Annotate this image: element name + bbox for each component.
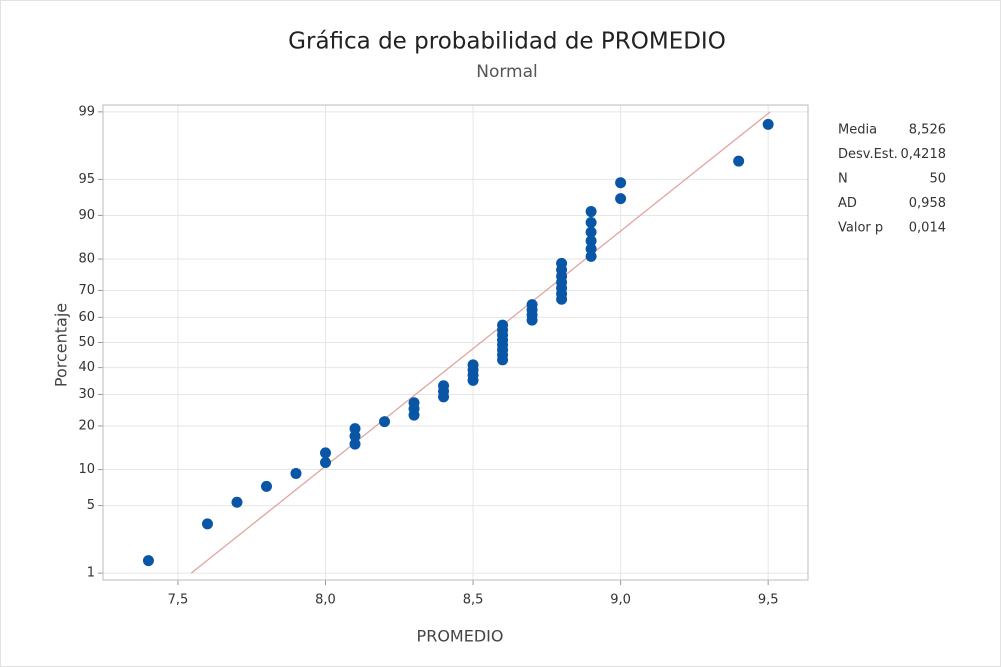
stat-label: N xyxy=(838,172,848,187)
data-point xyxy=(733,155,745,167)
y-tick-label: 50 xyxy=(78,335,95,350)
stat-value: 0,958 xyxy=(909,196,946,211)
stat-value: 50 xyxy=(929,172,946,187)
stat-value: 0,014 xyxy=(909,221,946,236)
data-point xyxy=(615,177,627,189)
data-point xyxy=(349,423,361,435)
data-point xyxy=(497,319,509,331)
y-tick-label: 5 xyxy=(87,498,95,513)
stat-value: 0,4218 xyxy=(901,147,947,162)
data-point xyxy=(585,226,597,238)
data-point xyxy=(556,257,568,269)
y-tick-label: 70 xyxy=(78,283,95,298)
data-point xyxy=(585,206,597,218)
data-point xyxy=(526,299,538,311)
data-point xyxy=(615,193,627,205)
stat-label: AD xyxy=(838,196,857,211)
data-point xyxy=(438,380,450,392)
x-tick-label: 9,5 xyxy=(758,593,779,608)
data-point xyxy=(585,235,597,247)
data-point xyxy=(231,496,243,508)
data-point xyxy=(260,480,272,492)
data-point xyxy=(762,118,774,130)
x-tick-label: 7,5 xyxy=(168,593,189,608)
y-axis-label: Porcentaje xyxy=(52,303,71,387)
data-point xyxy=(585,217,597,229)
data-point xyxy=(585,243,597,255)
fit-line xyxy=(190,111,771,574)
data-point xyxy=(320,447,332,459)
data-point xyxy=(142,555,154,567)
data-point xyxy=(201,518,213,530)
stat-label: Media xyxy=(838,123,877,138)
y-tick-label: 30 xyxy=(78,387,95,402)
stat-label: Desv.Est. xyxy=(838,147,898,162)
plot-border xyxy=(102,104,809,581)
y-tick-label: 60 xyxy=(78,310,95,325)
data-point xyxy=(320,456,332,468)
data-point xyxy=(379,416,391,428)
y-tick-label: 40 xyxy=(78,360,95,375)
x-axis-label: PROMEDIO xyxy=(417,627,504,646)
y-tick-label: 99 xyxy=(78,104,95,119)
y-tick-label: 20 xyxy=(78,418,95,433)
y-tick-label: 10 xyxy=(78,462,95,477)
data-point xyxy=(290,467,302,479)
x-tick-label: 9,0 xyxy=(610,593,631,608)
stat-label: Valor p xyxy=(838,221,883,236)
y-tick-label: 90 xyxy=(78,208,95,223)
stat-value: 8,526 xyxy=(909,123,946,138)
data-point xyxy=(349,438,361,450)
data-point xyxy=(408,397,420,409)
y-tick-label: 95 xyxy=(78,172,95,187)
y-tick-label: 1 xyxy=(87,566,95,581)
chart-subtitle: Normal xyxy=(476,62,538,82)
y-tick-label: 80 xyxy=(78,252,95,267)
x-tick-label: 8,0 xyxy=(315,593,336,608)
x-tick-label: 8,5 xyxy=(463,593,484,608)
data-point xyxy=(467,359,479,371)
chart-title: Gráfica de probabilidad de PROMEDIO xyxy=(288,29,726,55)
